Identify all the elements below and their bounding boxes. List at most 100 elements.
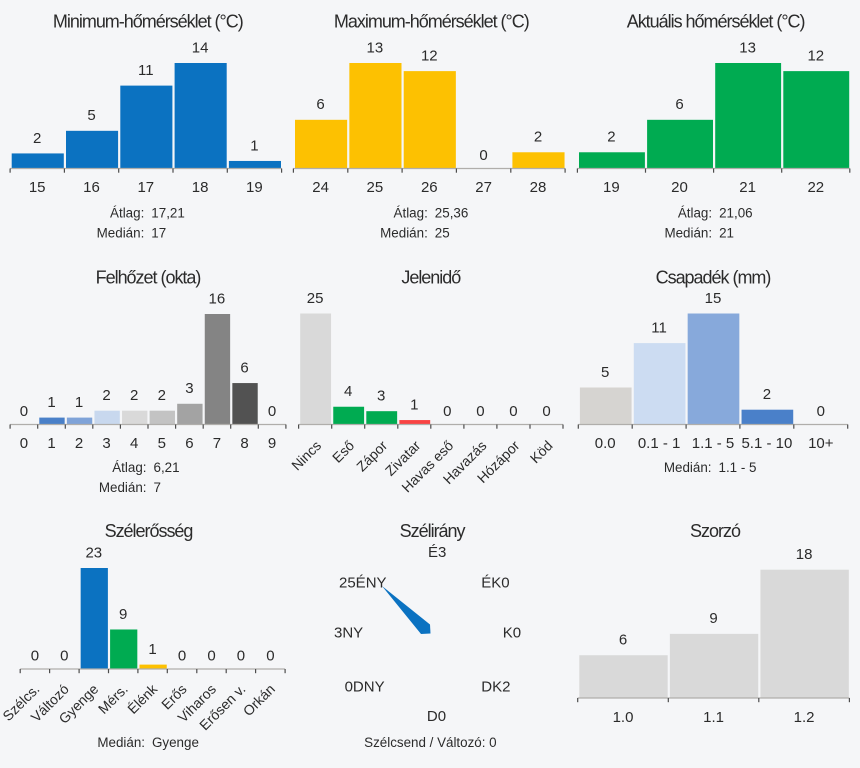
svg-text:19: 19 bbox=[246, 179, 263, 196]
svg-text:DK2: DK2 bbox=[481, 678, 510, 695]
svg-text:0: 0 bbox=[178, 648, 186, 665]
svg-text:Medián:: Medián: bbox=[97, 226, 145, 241]
svg-text:K0: K0 bbox=[503, 624, 521, 641]
svg-text:9: 9 bbox=[268, 435, 276, 452]
svg-text:17: 17 bbox=[151, 226, 166, 241]
svg-text:2: 2 bbox=[130, 387, 138, 404]
svg-text:1.0: 1.0 bbox=[613, 709, 634, 726]
svg-text:Csapadék (mm): Csapadék (mm) bbox=[656, 268, 771, 288]
svg-text:9: 9 bbox=[709, 610, 717, 627]
svg-text:7: 7 bbox=[213, 435, 221, 452]
svg-text:24: 24 bbox=[312, 179, 329, 196]
svg-text:2: 2 bbox=[75, 435, 83, 452]
svg-text:Szélcsend / Változó: 0: Szélcsend / Változó: 0 bbox=[364, 735, 497, 750]
svg-text:15: 15 bbox=[705, 290, 722, 307]
svg-text:6,21: 6,21 bbox=[154, 460, 180, 475]
svg-text:17,21: 17,21 bbox=[151, 206, 185, 221]
svg-text:25: 25 bbox=[307, 290, 324, 307]
svg-text:7: 7 bbox=[154, 480, 161, 495]
svg-text:1.2: 1.2 bbox=[794, 709, 815, 726]
svg-text:3: 3 bbox=[185, 380, 193, 397]
svg-text:6: 6 bbox=[675, 96, 683, 113]
svg-text:13: 13 bbox=[739, 39, 756, 56]
svg-text:0: 0 bbox=[20, 403, 28, 420]
svg-text:Átlag:: Átlag: bbox=[678, 206, 712, 221]
svg-text:Szélirány: Szélirány bbox=[400, 521, 466, 541]
svg-text:Szorzó: Szorzó bbox=[690, 521, 741, 541]
svg-text:0: 0 bbox=[817, 403, 825, 420]
svg-text:Medián:: Medián: bbox=[380, 226, 428, 241]
svg-text:0: 0 bbox=[443, 403, 451, 420]
svg-text:0: 0 bbox=[268, 403, 276, 420]
svg-text:19: 19 bbox=[603, 179, 620, 196]
svg-text:ÉK0: ÉK0 bbox=[481, 574, 509, 591]
svg-text:0: 0 bbox=[476, 403, 484, 420]
svg-text:2: 2 bbox=[607, 129, 615, 146]
svg-text:0DNY: 0DNY bbox=[345, 678, 385, 695]
svg-text:21: 21 bbox=[739, 179, 756, 196]
svg-text:Átlag:: Átlag: bbox=[394, 206, 428, 221]
svg-text:0: 0 bbox=[479, 147, 487, 164]
svg-text:25: 25 bbox=[435, 226, 450, 241]
svg-text:0: 0 bbox=[207, 648, 215, 665]
svg-text:Szélerősség: Szélerősség bbox=[105, 521, 193, 541]
svg-text:1: 1 bbox=[148, 641, 156, 658]
svg-text:0: 0 bbox=[542, 403, 550, 420]
svg-text:2: 2 bbox=[158, 387, 166, 404]
svg-text:0: 0 bbox=[60, 648, 68, 665]
svg-text:D0: D0 bbox=[427, 708, 446, 725]
svg-text:6: 6 bbox=[316, 96, 324, 113]
svg-text:11: 11 bbox=[651, 320, 667, 337]
svg-text:1: 1 bbox=[250, 137, 258, 154]
svg-text:5: 5 bbox=[601, 364, 609, 381]
svg-text:1: 1 bbox=[75, 394, 83, 411]
svg-text:6: 6 bbox=[185, 435, 193, 452]
svg-text:1: 1 bbox=[47, 394, 55, 411]
svg-text:2: 2 bbox=[534, 129, 542, 146]
svg-text:15: 15 bbox=[29, 179, 46, 196]
svg-text:5: 5 bbox=[87, 107, 95, 124]
svg-text:0.0: 0.0 bbox=[595, 435, 616, 452]
svg-text:Jelenidő: Jelenidő bbox=[401, 268, 461, 288]
svg-text:5: 5 bbox=[158, 435, 166, 452]
svg-text:4: 4 bbox=[344, 383, 352, 400]
svg-text:É3: É3 bbox=[428, 544, 446, 561]
svg-text:17: 17 bbox=[137, 179, 154, 196]
svg-text:5.1 - 10: 5.1 - 10 bbox=[741, 435, 792, 452]
svg-text:25: 25 bbox=[367, 179, 384, 196]
svg-text:Medián:: Medián: bbox=[664, 460, 712, 475]
svg-text:18: 18 bbox=[192, 179, 209, 196]
svg-text:0: 0 bbox=[509, 403, 517, 420]
svg-text:12: 12 bbox=[807, 48, 824, 65]
svg-text:Medián:: Medián: bbox=[97, 735, 145, 750]
svg-text:25ÉNY: 25ÉNY bbox=[339, 574, 387, 591]
svg-text:Gyenge: Gyenge bbox=[152, 735, 199, 750]
svg-text:23: 23 bbox=[85, 544, 102, 561]
svg-text:16: 16 bbox=[83, 179, 100, 196]
svg-text:25,36: 25,36 bbox=[435, 206, 469, 221]
svg-text:1.1 - 5: 1.1 - 5 bbox=[719, 460, 757, 475]
svg-text:2: 2 bbox=[33, 130, 41, 147]
svg-text:0: 0 bbox=[237, 648, 245, 665]
svg-text:0: 0 bbox=[20, 435, 28, 452]
svg-text:9: 9 bbox=[119, 606, 127, 623]
svg-text:Medián:: Medián: bbox=[99, 480, 147, 495]
svg-text:Medián:: Medián: bbox=[664, 226, 712, 241]
svg-text:11: 11 bbox=[138, 62, 154, 79]
svg-text:Maximum-hőmérséklet (°C): Maximum-hőmérséklet (°C) bbox=[334, 12, 529, 32]
svg-text:28: 28 bbox=[530, 179, 547, 196]
svg-text:0: 0 bbox=[266, 648, 274, 665]
svg-text:4: 4 bbox=[130, 435, 138, 452]
svg-text:3NY: 3NY bbox=[334, 624, 363, 641]
svg-text:20: 20 bbox=[671, 179, 688, 196]
svg-text:1: 1 bbox=[47, 435, 55, 452]
svg-text:6: 6 bbox=[619, 632, 627, 649]
svg-text:13: 13 bbox=[367, 39, 384, 56]
svg-text:14: 14 bbox=[192, 39, 209, 56]
svg-text:1.1: 1.1 bbox=[703, 709, 724, 726]
svg-text:22: 22 bbox=[807, 179, 824, 196]
svg-text:Átlag:: Átlag: bbox=[112, 460, 146, 475]
svg-text:3: 3 bbox=[377, 388, 385, 405]
svg-text:8: 8 bbox=[240, 435, 248, 452]
svg-text:Aktuális hőmérséklet (°C): Aktuális hőmérséklet (°C) bbox=[627, 12, 805, 32]
